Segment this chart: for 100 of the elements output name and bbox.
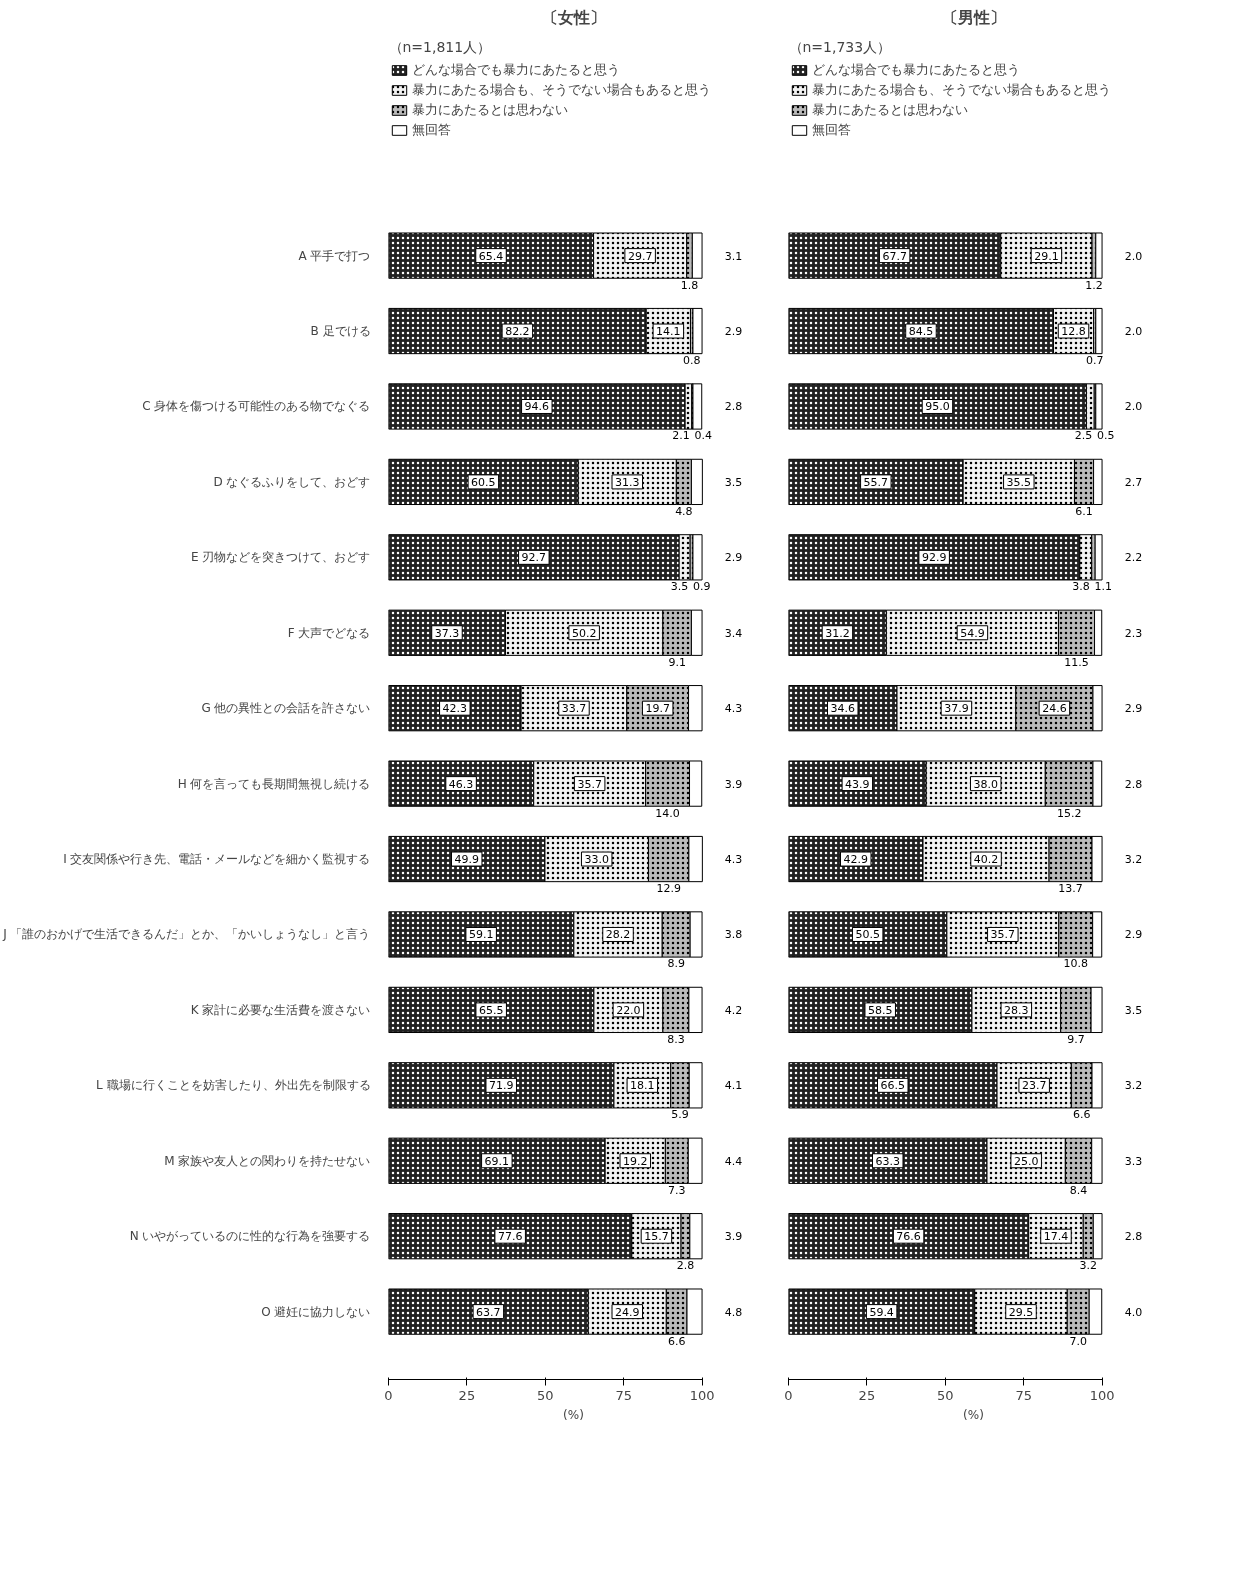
y-tick-label: H 何を言っても長期間無視し続ける <box>177 776 371 791</box>
data-label: 8.4 <box>1069 1183 1088 1197</box>
data-label: 28.3 <box>1004 1003 1029 1017</box>
data-label: 49.9 <box>454 853 479 867</box>
data-label: 4.4 <box>724 1154 743 1168</box>
data-label: 29.1 <box>1034 249 1059 263</box>
legend-label: 暴力にあたるとは思わない <box>412 101 568 119</box>
y-tick-label: J 「誰のおかげで生活できるんだ」とか、「かいしょうなし」と言う <box>2 927 371 942</box>
data-label: 3.9 <box>724 1230 743 1244</box>
chart-title: 〔女性〕 <box>541 7 606 27</box>
data-label: 4.2 <box>724 1003 743 1017</box>
data-label: 35.7 <box>990 928 1016 942</box>
x-tick-label: 0 <box>384 1387 393 1403</box>
data-label: 55.7 <box>863 475 889 489</box>
data-label: 0.9 <box>692 580 711 594</box>
data-label: 15.7 <box>644 1230 669 1244</box>
data-label: 2.1 <box>672 429 690 443</box>
data-label: 2.8 <box>724 400 743 414</box>
data-label: 34.6 <box>830 702 855 716</box>
data-label: 69.1 <box>484 1154 510 1168</box>
data-label: 3.3 <box>1124 1154 1143 1168</box>
data-label: 9.1 <box>668 655 686 669</box>
data-label: 3.2 <box>1124 1079 1143 1093</box>
data-label: 2.3 <box>1124 626 1143 640</box>
data-label: 38.0 <box>973 777 998 791</box>
data-label: 58.5 <box>867 1003 893 1017</box>
data-label: 6.6 <box>667 1334 686 1348</box>
data-label: 76.6 <box>896 1230 921 1244</box>
data-label: 3.5 <box>670 580 689 594</box>
data-label: 82.2 <box>505 325 530 339</box>
data-label: 6.1 <box>1075 504 1093 518</box>
y-tick-label: F 大声でどなる <box>287 625 371 640</box>
data-label: 6.6 <box>1072 1108 1091 1122</box>
data-label: 22.0 <box>616 1003 641 1017</box>
data-label: 0.5 <box>1097 429 1115 443</box>
data-label: 63.7 <box>476 1305 501 1319</box>
data-label: 3.1 <box>724 249 743 263</box>
data-label: 1.2 <box>1085 278 1103 292</box>
y-tick-label: E 刃物などを突きつけて、おどす <box>191 550 371 565</box>
data-label: 59.1 <box>468 928 494 942</box>
data-label: 11.5 <box>1064 655 1089 669</box>
x-tick-label: 75 <box>615 1387 632 1403</box>
x-tick-label: 25 <box>858 1387 876 1403</box>
y-tick-label: N いやがっているのに性的な行為を強要する <box>129 1229 371 1244</box>
data-label: 2.8 <box>676 1259 695 1273</box>
data-label: 2.5 <box>1074 429 1093 443</box>
chart-subtitle: （n=1,811人） <box>388 38 492 55</box>
data-label: 0.8 <box>682 353 701 367</box>
data-label: 35.5 <box>1006 475 1032 489</box>
x-tick-label: 75 <box>1015 1387 1032 1403</box>
data-label: 2.2 <box>1124 551 1143 565</box>
data-label: 3.5 <box>724 475 743 489</box>
data-label: 31.2 <box>825 626 850 640</box>
legend-label: 暴力にあたる場合も、そうでない場合もあると思う <box>812 81 1111 99</box>
x-axis-title: (%) <box>563 1407 584 1422</box>
y-tick-label: O 避妊に協力しない <box>261 1304 371 1319</box>
data-label: 94.6 <box>524 400 550 414</box>
data-label: 2.9 <box>1124 702 1143 716</box>
chart-title: 〔男性〕 <box>941 7 1006 27</box>
data-label: 60.5 <box>471 475 496 489</box>
data-label: 18.1 <box>630 1079 655 1093</box>
y-tick-label: B 足でける <box>310 324 371 339</box>
data-label: 35.7 <box>577 777 602 791</box>
data-label: 3.5 <box>1124 1003 1143 1017</box>
data-label: 24.6 <box>1042 702 1067 716</box>
data-label: 8.3 <box>667 1032 685 1046</box>
data-label: 2.0 <box>1124 325 1143 339</box>
data-label: 24.9 <box>615 1305 640 1319</box>
data-label: 29.5 <box>1008 1305 1034 1319</box>
data-label: 50.2 <box>571 626 597 640</box>
chart-subtitle: （n=1,733人） <box>788 38 892 55</box>
data-label: 23.7 <box>1021 1079 1047 1093</box>
data-label: 13.7 <box>1058 881 1083 895</box>
x-tick-label: 0 <box>784 1387 793 1403</box>
legend-label: 暴力にあたる場合も、そうでない場合もあると思う <box>412 81 711 99</box>
data-label: 42.9 <box>843 853 869 867</box>
data-label: 2.8 <box>1124 1230 1143 1244</box>
data-label: 77.6 <box>497 1230 523 1244</box>
data-label: 7.0 <box>1069 1334 1087 1348</box>
data-label: 0.4 <box>694 429 713 443</box>
data-label: 37.3 <box>434 626 460 640</box>
data-label: 95.0 <box>925 400 950 414</box>
x-tick-label: 100 <box>1089 1387 1115 1403</box>
data-label: 4.3 <box>724 853 743 867</box>
data-label: 46.3 <box>448 777 474 791</box>
y-tick-label: A 平手で打つ <box>298 248 371 263</box>
data-label: 2.8 <box>1124 777 1143 791</box>
data-label: 5.9 <box>671 1108 689 1122</box>
data-label: 25.0 <box>1013 1154 1039 1168</box>
data-label: 33.7 <box>561 702 587 716</box>
y-tick-label: L 職場に行くことを妨害したり、外出先を制限する <box>96 1078 371 1093</box>
x-tick-label: 50 <box>537 1387 554 1403</box>
data-label: 28.2 <box>605 928 631 942</box>
data-label: 12.9 <box>656 881 681 895</box>
data-label: 33.0 <box>584 853 609 867</box>
data-label: 2.9 <box>1124 928 1143 942</box>
data-label: 1.1 <box>1094 580 1113 594</box>
data-label: 14.0 <box>655 806 680 820</box>
data-label: 54.9 <box>960 626 985 640</box>
data-label: 0.7 <box>1085 353 1104 367</box>
